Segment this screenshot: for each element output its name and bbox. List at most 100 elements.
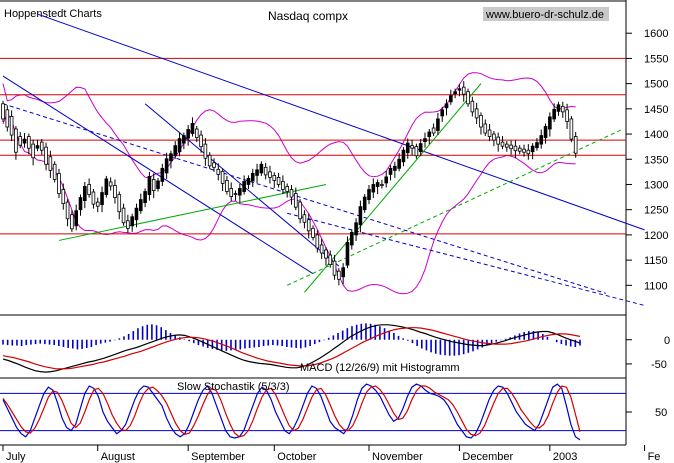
candle-up [70,214,74,230]
candle-up [496,136,500,145]
candle-up [57,172,61,194]
website-badge [483,7,609,21]
candle-up [380,184,384,186]
month-label: October [277,451,316,463]
candle-down [255,169,259,176]
candle-down [418,143,423,153]
candle-up [470,100,475,113]
candle-up [526,149,531,155]
month-label: 2003 [553,451,577,463]
candle-down [423,138,427,143]
candle-down [449,95,453,103]
candle-down [134,207,139,221]
candle-down [138,199,143,212]
candle-up [268,171,272,178]
macd-series-signal-line [2,327,581,370]
price-tick-label: 1100 [644,280,668,292]
candle-up [410,145,414,149]
candle-up [229,188,234,197]
candle-up [324,249,328,259]
candle-down [341,267,345,278]
candle-up [276,177,281,185]
candle-up [504,143,509,148]
candle-down [130,216,134,227]
trendline [304,83,482,293]
macd-label: MACD (12/26/9) mit Histogramm [300,362,460,374]
candle-up [87,184,91,195]
month-label: September [191,451,245,463]
candle-up [461,86,466,95]
candle-up [466,91,470,105]
bollinger-upper-line [2,72,576,179]
trendline [2,103,606,294]
candle-up [199,134,203,148]
candle-down [169,153,173,162]
candle-down [444,103,449,109]
candle-up [522,148,526,153]
candle-up [113,185,117,198]
candle-down [177,138,182,153]
price-tick-label: 1350 [644,154,668,166]
candle-up [569,118,574,140]
candle-up [332,260,337,276]
candle-down [457,88,462,91]
candle-up [298,201,302,220]
candle-down [362,196,367,211]
price-tick-label: 1250 [644,205,668,217]
candle-up [263,166,268,176]
trendline [287,212,645,306]
candle-down [530,145,535,153]
candle-up [95,201,100,207]
candle-down [100,192,104,206]
candle-down [427,131,432,137]
candle-down [440,109,445,117]
candle-up [483,123,488,134]
candle-up [39,141,44,151]
candle-down [190,123,195,134]
month-label: Fe [648,451,661,463]
month-label: July [6,451,26,463]
candle-up [306,219,311,232]
macd-series-macd-line [2,324,581,373]
price-tick-label: 1150 [644,255,668,267]
candle-up [1,103,5,120]
candle-up [487,129,492,137]
candle-up [431,127,436,134]
candle-down [401,149,406,163]
candle-down [543,126,548,138]
macd-tick-label: 0 [664,335,670,347]
candle-down [552,108,556,120]
trendline [58,183,327,241]
candle-down [548,116,552,130]
macd-panel: 0 -50 [2,323,670,373]
candle-up [117,194,122,213]
candle-down [388,167,393,175]
stochastic-series-line [2,383,581,441]
candle-down [397,158,401,169]
candle-up [225,180,229,192]
candle-up [294,193,298,208]
candle-down [349,231,354,246]
candle-up [289,189,294,198]
price-tick-label: 1600 [644,28,668,40]
candle-up [27,136,31,149]
candle-up [285,186,289,192]
candle-down [35,145,40,149]
candle-down [250,172,255,182]
price-tick-label: 1500 [644,79,668,91]
candle-up [315,234,320,249]
candle-down [242,181,246,192]
candle-down [384,176,389,184]
panel-frames [0,0,627,446]
price-tick-label: 1450 [644,104,668,116]
stochastic-label: Slow Stochastik (5/3/3) [177,381,290,393]
candle-down [164,158,169,174]
month-label: November [372,451,423,463]
candle-up [108,181,113,187]
candle-up [216,168,221,175]
candle-up [474,108,479,119]
candle-down [405,142,410,154]
month-label: August [101,451,135,463]
candle-down [246,178,251,185]
candle-down [436,118,440,131]
